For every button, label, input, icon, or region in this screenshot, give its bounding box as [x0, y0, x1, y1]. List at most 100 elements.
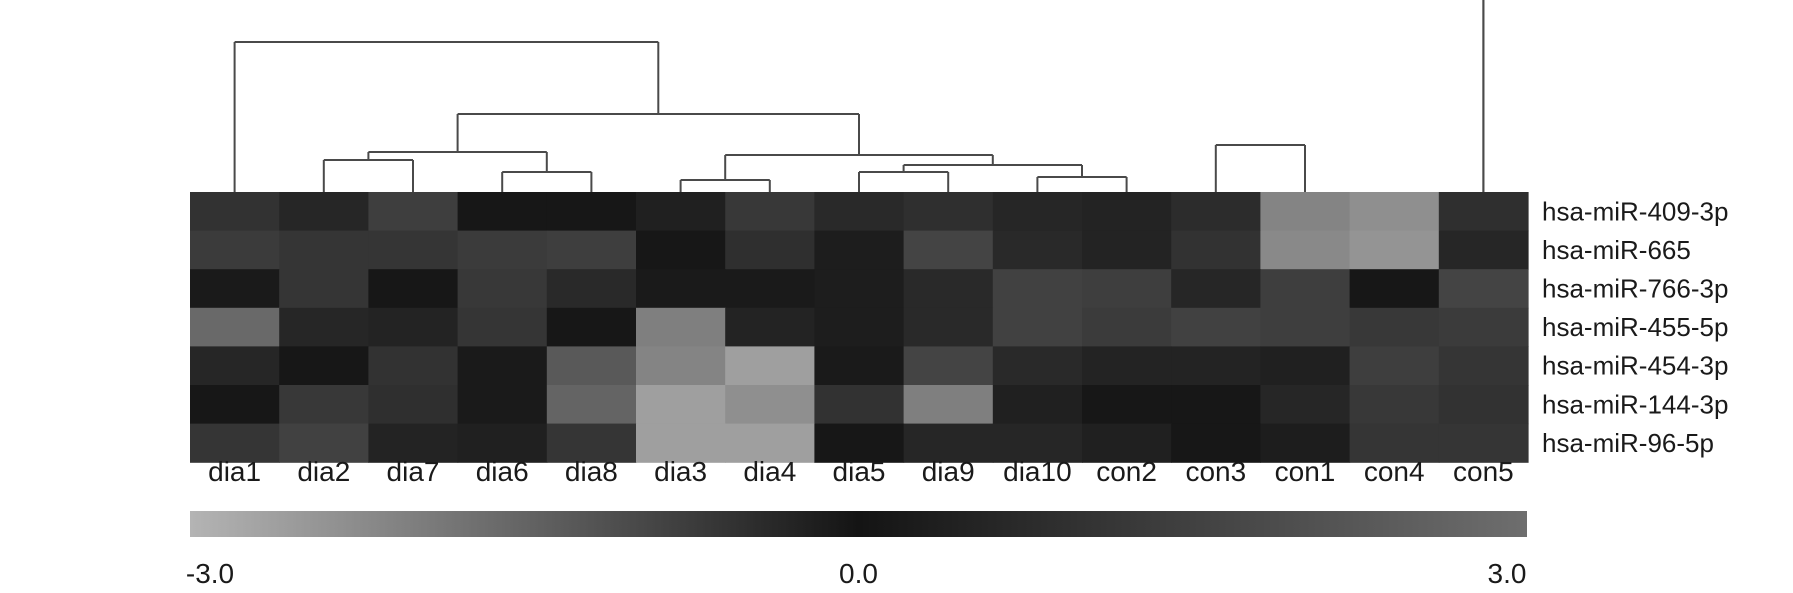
heatmap-cell-hsa-miR-144-3p-dia8 — [546, 385, 637, 425]
column-label: dia1 — [208, 456, 261, 487]
heatmap-cell-hsa-miR-665-con4 — [1349, 230, 1440, 270]
heatmap-cell-hsa-miR-766-3p-dia8 — [546, 269, 637, 309]
column-labels: dia1 dia2 dia7 dia6 dia8 dia3 dia4 dia5 dia9 dia1… — [208, 456, 1514, 487]
heatmap-cell-hsa-miR-455-5p-dia10 — [992, 307, 1083, 347]
heatmap-cell-hsa-miR-96-5p-dia9 — [903, 423, 994, 463]
heatmap-cell-hsa-miR-144-3p-dia2 — [279, 385, 369, 425]
heatmap-cell-hsa-miR-766-3p-con5 — [1438, 269, 1529, 309]
row-label: hsa-miR-96-5p — [1542, 428, 1714, 458]
heatmap-cell-hsa-miR-144-3p-dia5 — [814, 385, 905, 425]
heatmap-cell-hsa-miR-766-3p-dia5 — [814, 269, 905, 309]
column-label: dia3 — [654, 456, 707, 487]
heatmap-cell-hsa-miR-409-3p-dia10 — [992, 192, 1083, 232]
heatmap-cell-hsa-miR-766-3p-dia7 — [368, 269, 459, 309]
column-label: con4 — [1364, 456, 1425, 487]
heatmap-cell-hsa-miR-665-dia6 — [457, 230, 548, 270]
heatmap-cells — [190, 192, 1529, 463]
heatmap-cell-hsa-miR-454-3p-dia7 — [368, 346, 459, 386]
heatmap-cell-hsa-miR-454-3p-dia8 — [546, 346, 637, 386]
heatmap-cell-hsa-miR-455-5p-con2 — [1082, 307, 1172, 347]
column-label: dia7 — [387, 456, 440, 487]
heatmap-cell-hsa-miR-455-5p-con1 — [1260, 307, 1351, 347]
heatmap-cell-hsa-miR-455-5p-dia2 — [279, 307, 369, 347]
heatmap-cell-hsa-miR-96-5p-dia6 — [457, 423, 548, 463]
heatmap-cell-hsa-miR-454-3p-con2 — [1082, 346, 1172, 386]
heatmap-cell-hsa-miR-454-3p-dia1 — [190, 346, 280, 386]
heatmap-cell-hsa-miR-455-5p-dia7 — [368, 307, 459, 347]
heatmap-cell-hsa-miR-96-5p-dia3 — [636, 423, 726, 463]
heatmap-cell-hsa-miR-96-5p-dia7 — [368, 423, 459, 463]
color-scale-tick-label: 0.0 — [839, 558, 878, 589]
heatmap-cell-hsa-miR-409-3p-con2 — [1082, 192, 1172, 232]
row-label: hsa-miR-455-5p — [1542, 312, 1728, 342]
heatmap-cell-hsa-miR-144-3p-dia7 — [368, 385, 459, 425]
heatmap-cell-hsa-miR-409-3p-con4 — [1349, 192, 1440, 232]
heatmap-cell-hsa-miR-665-dia2 — [279, 230, 369, 270]
color-scale-bar — [190, 511, 1527, 537]
heatmap-cell-hsa-miR-455-5p-dia1 — [190, 307, 280, 347]
heatmap-cell-hsa-miR-766-3p-dia10 — [992, 269, 1083, 309]
row-label: hsa-miR-766-3p — [1542, 274, 1728, 304]
heatmap-cell-hsa-miR-455-5p-dia9 — [903, 307, 994, 347]
heatmap-cell-hsa-miR-144-3p-dia4 — [725, 385, 815, 425]
row-label: hsa-miR-409-3p — [1542, 196, 1728, 226]
column-label: con1 — [1275, 456, 1336, 487]
column-label: con5 — [1453, 456, 1514, 487]
heatmap-cell-hsa-miR-665-dia9 — [903, 230, 994, 270]
heatmap-cell-hsa-miR-454-3p-dia9 — [903, 346, 994, 386]
heatmap-cell-hsa-miR-409-3p-con3 — [1171, 192, 1261, 232]
heatmap-cell-hsa-miR-144-3p-con2 — [1082, 385, 1172, 425]
row-labels: hsa-miR-409-3p hsa-miR-665 hsa-miR-766-3p h… — [1542, 196, 1728, 458]
heatmap-cell-hsa-miR-454-3p-dia3 — [636, 346, 726, 386]
heatmap-cell-hsa-miR-455-5p-dia4 — [725, 307, 815, 347]
column-label: dia8 — [565, 456, 618, 487]
heatmap-cell-hsa-miR-454-3p-dia10 — [992, 346, 1083, 386]
heatmap-cell-hsa-miR-665-dia5 — [814, 230, 905, 270]
column-label: dia5 — [833, 456, 886, 487]
heatmap-cell-hsa-miR-144-3p-con5 — [1438, 385, 1529, 425]
heatmap-cell-hsa-miR-665-dia4 — [725, 230, 815, 270]
heatmap-cell-hsa-miR-665-dia3 — [636, 230, 726, 270]
heatmap-cell-hsa-miR-454-3p-dia2 — [279, 346, 369, 386]
heatmap-cell-hsa-miR-409-3p-dia1 — [190, 192, 280, 232]
heatmap-cell-hsa-miR-96-5p-con5 — [1438, 423, 1529, 463]
heatmap-cell-hsa-miR-96-5p-con4 — [1349, 423, 1440, 463]
heatmap-cell-hsa-miR-766-3p-dia9 — [903, 269, 994, 309]
heatmap-cell-hsa-miR-96-5p-dia8 — [546, 423, 637, 463]
heatmap-cell-hsa-miR-665-dia8 — [546, 230, 637, 270]
heatmap-cell-hsa-miR-766-3p-dia3 — [636, 269, 726, 309]
row-label: hsa-miR-665 — [1542, 235, 1691, 265]
heatmap-cell-hsa-miR-454-3p-dia4 — [725, 346, 815, 386]
color-scale-labels: -3.0 0.0 3.0 — [186, 558, 1527, 589]
heatmap-cell-hsa-miR-96-5p-dia1 — [190, 423, 280, 463]
heatmap-cell-hsa-miR-454-3p-con4 — [1349, 346, 1440, 386]
heatmap-cell-hsa-miR-454-3p-con3 — [1171, 346, 1261, 386]
heatmap-cell-hsa-miR-766-3p-dia4 — [725, 269, 815, 309]
color-scale-tick-label: -3.0 — [186, 558, 234, 589]
column-label: dia6 — [476, 456, 529, 487]
heatmap-cell-hsa-miR-455-5p-dia3 — [636, 307, 726, 347]
heatmap-cell-hsa-miR-455-5p-dia6 — [457, 307, 548, 347]
heatmap-cell-hsa-miR-665-con5 — [1438, 230, 1529, 270]
heatmap-cell-hsa-miR-454-3p-dia5 — [814, 346, 905, 386]
heatmap-cell-hsa-miR-766-3p-con4 — [1349, 269, 1440, 309]
heatmap-cell-hsa-miR-96-5p-dia10 — [992, 423, 1083, 463]
heatmap-cell-hsa-miR-409-3p-dia7 — [368, 192, 459, 232]
column-dendrogram — [233, 0, 1485, 192]
heatmap-cell-hsa-miR-454-3p-con5 — [1438, 346, 1529, 386]
column-label: dia10 — [1003, 456, 1072, 487]
heatmap-cell-hsa-miR-766-3p-con3 — [1171, 269, 1261, 309]
heatmap-cell-hsa-miR-409-3p-dia4 — [725, 192, 815, 232]
heatmap-cell-hsa-miR-144-3p-dia1 — [190, 385, 280, 425]
heatmap-cell-hsa-miR-766-3p-dia6 — [457, 269, 548, 309]
heatmap-cell-hsa-miR-409-3p-dia9 — [903, 192, 994, 232]
heatmap-cell-hsa-miR-455-5p-con4 — [1349, 307, 1440, 347]
heatmap-cell-hsa-miR-665-dia1 — [190, 230, 280, 270]
heatmap-cell-hsa-miR-409-3p-dia6 — [457, 192, 548, 232]
column-label: con3 — [1185, 456, 1246, 487]
heatmap-cell-hsa-miR-665-con2 — [1082, 230, 1172, 270]
heatmap-cell-hsa-miR-409-3p-dia5 — [814, 192, 905, 232]
heatmap-cell-hsa-miR-454-3p-dia6 — [457, 346, 548, 386]
